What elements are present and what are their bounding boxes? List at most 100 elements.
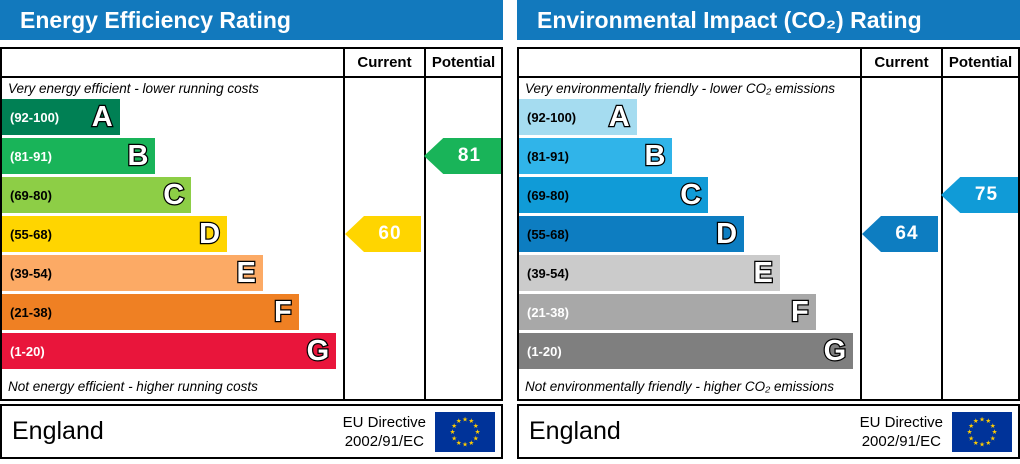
energy-current-column: 60 bbox=[343, 78, 424, 399]
energy-band-a-range: (92-100) bbox=[10, 109, 60, 125]
environmental-band-e-letter: E bbox=[752, 256, 774, 289]
energy-band-e: (39-54) E bbox=[2, 255, 263, 291]
environmental-footer: England EU Directive 2002/91/EC ★ ★ ★ ★ … bbox=[517, 404, 1020, 459]
environmental-band-d-range: (55-68) bbox=[527, 226, 569, 242]
energy-band-b-letter: B bbox=[126, 139, 149, 172]
svg-text:★: ★ bbox=[473, 434, 479, 442]
environmental-band-d-letter: D bbox=[715, 217, 738, 250]
environmental-panel-title: Environmental Impact (CO₂) Rating bbox=[537, 6, 922, 33]
environmental-band-b-letter: B bbox=[643, 139, 666, 172]
environmental-band-g: (1-20) G bbox=[519, 333, 854, 369]
environmental-band-e: (39-54) E bbox=[519, 255, 780, 291]
environmental-band-g-range: (1-20) bbox=[527, 343, 562, 359]
environmental-band-b-range: (81-91) bbox=[527, 148, 569, 164]
environmental-band-c-letter: C bbox=[679, 178, 702, 211]
svg-text:★: ★ bbox=[990, 421, 996, 429]
svg-text:★: ★ bbox=[462, 415, 468, 423]
svg-text:★: ★ bbox=[450, 428, 456, 436]
energy-potential-rating-arrow: 81 bbox=[424, 138, 501, 174]
energy-band-g-letter: G bbox=[305, 334, 330, 367]
energy-band-d-range: (55-68) bbox=[10, 226, 52, 242]
svg-text:★: ★ bbox=[973, 417, 979, 425]
energy-band-a-letter: A bbox=[90, 100, 113, 133]
svg-text:★: ★ bbox=[979, 440, 985, 448]
environmental-current-column-header: Current bbox=[860, 49, 941, 78]
environmental-band-d: (55-68) D bbox=[519, 216, 745, 252]
svg-text:★: ★ bbox=[985, 438, 991, 446]
energy-band-e-letter: E bbox=[235, 256, 257, 289]
environmental-impact-panel: Environmental Impact (CO₂) Rating Curren… bbox=[517, 0, 1020, 459]
svg-text:★: ★ bbox=[456, 417, 462, 425]
energy-band-f-range: (21-38) bbox=[10, 304, 52, 320]
svg-text:★: ★ bbox=[979, 415, 985, 423]
environmental-eu-directive-line1: EU Directive bbox=[859, 413, 943, 431]
energy-potential-rating-value: 81 bbox=[457, 145, 482, 166]
environmental-title-bar: Environmental Impact (CO₂) Rating bbox=[517, 0, 1020, 40]
svg-text:★: ★ bbox=[992, 428, 998, 436]
energy-band-f: (21-38) F bbox=[2, 294, 299, 330]
energy-band-chart: Very energy efficient - lower running co… bbox=[2, 78, 343, 399]
energy-band-c: (69-80) C bbox=[2, 177, 192, 213]
svg-text:★: ★ bbox=[468, 417, 474, 425]
energy-potential-column-header: Potential bbox=[424, 49, 501, 78]
svg-text:★: ★ bbox=[475, 428, 481, 436]
environmental-band-a-range: (92-100) bbox=[527, 109, 577, 125]
energy-band-b: (81-91) B bbox=[2, 138, 156, 174]
energy-region-label: England bbox=[12, 417, 104, 445]
energy-efficiency-panel: Energy Efficiency Rating Current Potenti… bbox=[0, 0, 503, 459]
environmental-potential-rating-value: 75 bbox=[974, 184, 999, 205]
energy-rating-table: Current Potential Very energy efficient … bbox=[0, 47, 503, 401]
energy-band-g: (1-20) G bbox=[2, 333, 337, 369]
environmental-band-g-letter: G bbox=[822, 334, 847, 367]
energy-band-c-range: (69-80) bbox=[10, 187, 52, 203]
energy-top-note: Very energy efficient - lower running co… bbox=[8, 81, 259, 96]
svg-text:★: ★ bbox=[973, 438, 979, 446]
energy-eu-directive-line1: EU Directive bbox=[342, 413, 426, 431]
svg-text:★: ★ bbox=[451, 421, 457, 429]
environmental-current-column: 64 bbox=[860, 78, 941, 399]
energy-band-e-range: (39-54) bbox=[10, 265, 52, 281]
svg-text:★: ★ bbox=[451, 434, 457, 442]
environmental-band-f-letter: F bbox=[790, 295, 810, 328]
energy-band-g-range: (1-20) bbox=[10, 343, 45, 359]
environmental-band-f: (21-38) F bbox=[519, 294, 816, 330]
environmental-rating-table: Current Potential Very environmentally f… bbox=[517, 47, 1020, 401]
environmental-band-c: (69-80) C bbox=[519, 177, 709, 213]
energy-band-c-letter: C bbox=[162, 178, 185, 211]
energy-potential-column: 81 bbox=[424, 78, 501, 399]
energy-band-d-letter: D bbox=[198, 217, 221, 250]
eu-flag-icon: ★ ★ ★ ★ ★ ★ ★ ★ ★ ★ ★ ★ bbox=[952, 411, 1012, 452]
environmental-potential-column: 75 bbox=[941, 78, 1018, 399]
environmental-eu-directive: EU Directive 2002/91/EC bbox=[860, 413, 943, 451]
energy-header-spacer bbox=[2, 49, 343, 78]
environmental-band-a-letter: A bbox=[607, 100, 630, 133]
environmental-band-c-range: (69-80) bbox=[527, 187, 569, 203]
energy-band-f-letter: F bbox=[273, 295, 293, 328]
svg-text:★: ★ bbox=[468, 438, 474, 446]
svg-text:★: ★ bbox=[456, 438, 462, 446]
energy-eu-directive-line2: 2002/91/EC bbox=[344, 432, 424, 450]
environmental-eu-directive-line2: 2002/91/EC bbox=[861, 432, 941, 450]
svg-text:★: ★ bbox=[985, 417, 991, 425]
energy-footer: England EU Directive 2002/91/EC ★ ★ ★ ★ … bbox=[0, 404, 503, 459]
energy-panel-title: Energy Efficiency Rating bbox=[20, 6, 291, 33]
environmental-band-a: (92-100) A bbox=[519, 99, 637, 135]
energy-band-d: (55-68) D bbox=[2, 216, 228, 252]
environmental-current-rating-arrow: 64 bbox=[862, 216, 938, 252]
svg-text:★: ★ bbox=[473, 421, 479, 429]
energy-title-bar: Energy Efficiency Rating bbox=[0, 0, 503, 40]
svg-text:★: ★ bbox=[968, 421, 974, 429]
environmental-region-label: England bbox=[529, 417, 621, 445]
svg-text:★: ★ bbox=[967, 428, 973, 436]
environmental-band-chart: Very environmentally friendly - lower CO… bbox=[519, 78, 860, 399]
environmental-band-f-range: (21-38) bbox=[527, 304, 569, 320]
environmental-potential-rating-arrow: 75 bbox=[941, 177, 1018, 213]
svg-text:★: ★ bbox=[968, 434, 974, 442]
svg-text:★: ★ bbox=[462, 440, 468, 448]
environmental-bottom-note: Not environmentally friendly - higher CO… bbox=[525, 378, 835, 394]
svg-text:★: ★ bbox=[990, 434, 996, 442]
environmental-potential-column-header: Potential bbox=[941, 49, 1018, 78]
energy-current-rating-value: 60 bbox=[378, 223, 402, 244]
environmental-band-e-range: (39-54) bbox=[527, 265, 569, 281]
